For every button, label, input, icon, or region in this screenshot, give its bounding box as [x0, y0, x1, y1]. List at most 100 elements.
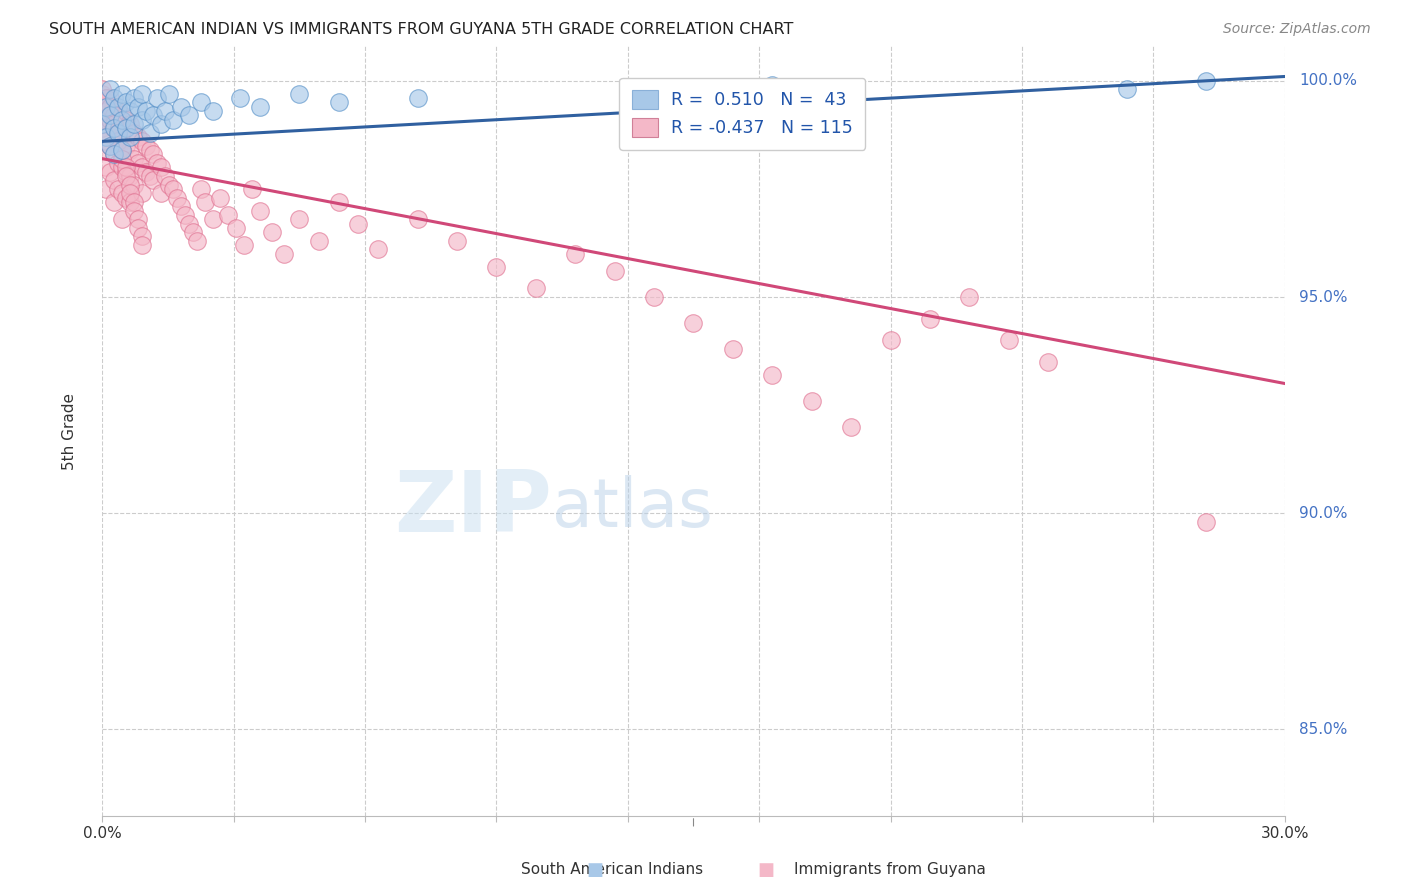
Point [157, 87, 180, 101]
Point [96, 130, 118, 145]
Point [162, 112, 184, 127]
Point [111, 87, 134, 101]
Point [146, 156, 169, 170]
Point [150, 161, 173, 175]
Point [998, 333, 1021, 347]
Point [229, 91, 252, 105]
Point [91, 87, 114, 101]
Point [115, 169, 138, 183]
Point [111, 108, 134, 122]
Point [107, 100, 129, 114]
Point [174, 208, 197, 222]
Point [118, 178, 141, 192]
Point [111, 143, 134, 157]
Point [131, 238, 153, 252]
Point [146, 91, 169, 105]
Point [406, 91, 429, 105]
Point [115, 164, 138, 178]
Point [800, 393, 823, 408]
Point [115, 121, 138, 136]
Point [1038, 355, 1060, 369]
Point [524, 281, 547, 295]
Point [485, 260, 508, 274]
Point [103, 147, 125, 161]
Point [107, 130, 129, 145]
Point [111, 112, 134, 127]
Text: SOUTH AMERICAN INDIAN VS IMMIGRANTS FROM GUYANA 5TH GRADE CORRELATION CHART: SOUTH AMERICAN INDIAN VS IMMIGRANTS FROM… [49, 22, 793, 37]
Point [150, 117, 173, 131]
Point [115, 138, 138, 153]
Point [96, 134, 118, 148]
Point [150, 186, 173, 201]
Point [127, 212, 149, 227]
Point [131, 229, 153, 244]
Point [142, 173, 165, 187]
Point [107, 134, 129, 148]
Point [103, 108, 125, 122]
Point [127, 100, 149, 114]
Point [177, 217, 200, 231]
Point [157, 178, 180, 192]
Point [162, 182, 184, 196]
Point [131, 134, 153, 148]
Point [308, 234, 330, 248]
Point [643, 290, 665, 304]
Point [118, 194, 141, 209]
Point [118, 143, 141, 157]
Point [107, 126, 129, 140]
Point [367, 243, 389, 257]
Point [138, 169, 160, 183]
Point [96, 91, 118, 105]
Point [155, 104, 177, 119]
Point [446, 234, 468, 248]
Point [170, 199, 193, 213]
Text: Source: ZipAtlas.com: Source: ZipAtlas.com [1223, 22, 1371, 37]
Point [91, 143, 114, 157]
Point [135, 138, 157, 153]
Point [103, 194, 125, 209]
Point [177, 108, 200, 122]
Point [761, 368, 783, 382]
Point [107, 104, 129, 119]
Point [98, 164, 121, 178]
Point [122, 91, 145, 105]
Point [98, 112, 121, 127]
Point [1195, 515, 1218, 529]
Point [96, 104, 118, 119]
Text: 95.0%: 95.0% [1299, 290, 1347, 304]
Point [96, 100, 118, 114]
Point [98, 100, 121, 114]
Point [273, 247, 295, 261]
Point [103, 117, 125, 131]
Point [190, 182, 212, 196]
Point [131, 112, 153, 127]
Point [142, 108, 165, 122]
Point [103, 173, 125, 187]
Point [201, 212, 224, 227]
Point [103, 121, 125, 136]
Point [682, 316, 704, 330]
Point [98, 138, 121, 153]
Point [122, 152, 145, 166]
Point [107, 156, 129, 170]
Point [186, 234, 208, 248]
Point [111, 152, 134, 166]
Point [91, 117, 114, 131]
Point [194, 194, 217, 209]
Point [96, 182, 118, 196]
Point [135, 164, 157, 178]
Point [96, 95, 118, 110]
Point [91, 121, 114, 136]
Point [918, 311, 941, 326]
Point [122, 178, 145, 192]
Point [111, 186, 134, 201]
Point [240, 182, 263, 196]
Text: 85.0%: 85.0% [1299, 722, 1347, 737]
Legend: R =  0.510   N =  43, R = -0.437   N = 115: R = 0.510 N = 43, R = -0.437 N = 115 [620, 78, 865, 150]
Point [111, 143, 134, 157]
Point [170, 100, 193, 114]
Text: 5th Grade: 5th Grade [62, 392, 76, 469]
Text: ■: ■ [586, 861, 603, 879]
Text: ZIP: ZIP [394, 467, 551, 549]
Point [91, 82, 114, 96]
